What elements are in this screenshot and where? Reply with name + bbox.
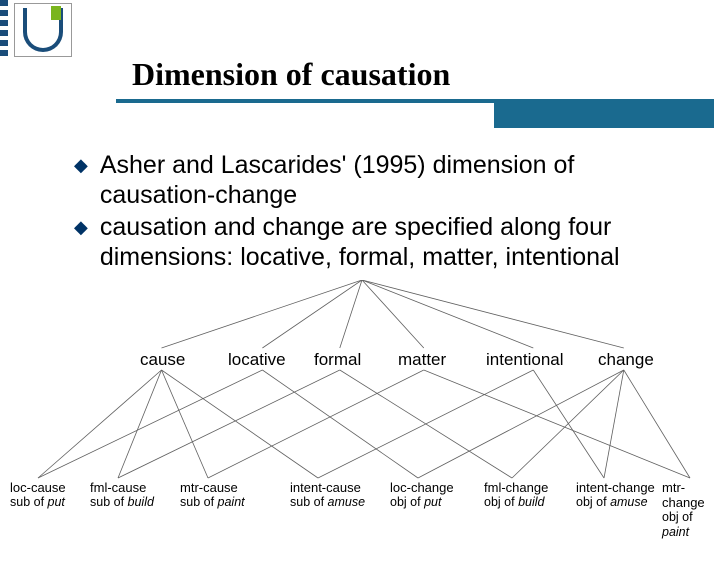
tier1-label: cause (140, 350, 185, 370)
leaf-node: mtr-causesub of paint (180, 480, 245, 510)
logo-green-accent (51, 6, 61, 20)
logo-u-shape (23, 8, 63, 52)
tier1-label: formal (314, 350, 361, 370)
bullet-text: causation and change are specified along… (100, 212, 674, 272)
logo (14, 3, 72, 57)
tier1-label: matter (398, 350, 446, 370)
diagram-lines (0, 280, 723, 560)
decorative-stripe (0, 0, 8, 56)
bullet-item: ◆ Asher and Lascarides' (1995) dimension… (74, 150, 674, 210)
bullet-marker-icon: ◆ (74, 150, 88, 180)
tier1-label: locative (228, 350, 286, 370)
bullet-list: ◆ Asher and Lascarides' (1995) dimension… (74, 150, 674, 274)
leaf-node: fml-causesub of build (90, 480, 154, 510)
causation-diagram: cause locative formal matter intentional chan… (0, 280, 723, 560)
bullet-marker-icon: ◆ (74, 212, 88, 242)
title-accent-box (494, 99, 714, 128)
leaf-node: mtr-changeobj of paint (662, 480, 723, 540)
tier1-label: change (598, 350, 654, 370)
leaf-node: fml-changeobj of build (484, 480, 548, 510)
leaf-node: intent-changeobj of amuse (576, 480, 655, 510)
slide-title: Dimension of causation (132, 56, 450, 93)
bullet-item: ◆ causation and change are specified alo… (74, 212, 674, 272)
leaf-node: loc-causesub of put (10, 480, 66, 510)
leaf-node: intent-causesub of amuse (290, 480, 365, 510)
leaf-node: loc-changeobj of put (390, 480, 454, 510)
bullet-text: Asher and Lascarides' (1995) dimension o… (100, 150, 674, 210)
tier1-label: intentional (486, 350, 564, 370)
